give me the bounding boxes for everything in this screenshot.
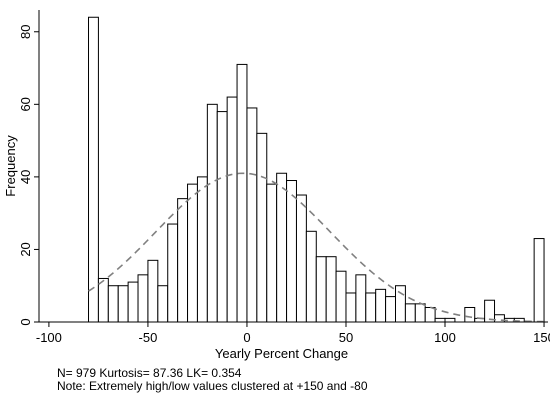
y-axis-title: Frequency (3, 135, 18, 197)
histogram-bar (246, 107, 258, 323)
y-tick-label: 60 (18, 97, 33, 111)
histogram-bar (325, 256, 337, 323)
y-tick-label: 40 (18, 170, 33, 184)
x-tick-label: -100 (36, 330, 62, 345)
histogram-bar (127, 281, 139, 323)
x-tick-label: 150 (533, 330, 550, 345)
histogram-bar (305, 230, 317, 323)
histogram-bar (444, 317, 456, 323)
histogram-bar (266, 183, 278, 323)
histogram-bar (404, 303, 416, 323)
histogram-bar (216, 111, 228, 323)
histogram-bar (157, 285, 169, 323)
histogram-bar (295, 194, 307, 323)
y-ticks: 0 20 40 60 80 (18, 25, 39, 326)
histogram-bar (464, 306, 476, 323)
outlier-note: Note: Extremely high/low values clustere… (57, 379, 368, 393)
axes-layer (38, 10, 548, 323)
histogram-bar (315, 256, 327, 323)
histogram-bar (286, 180, 297, 323)
histogram-bar (226, 96, 238, 323)
histogram-bar (88, 16, 99, 323)
histogram-bar (107, 285, 119, 323)
histogram-bar (117, 285, 129, 323)
histogram-bar (533, 238, 545, 323)
histogram-bar (414, 303, 426, 323)
histogram-bar (385, 296, 396, 323)
histogram-bar (196, 176, 208, 323)
histogram-bar (236, 63, 248, 323)
x-tick-label: -50 (139, 330, 158, 345)
x-tick-label: 0 (243, 330, 250, 345)
x-axis-title: Yearly Percent Change (215, 346, 348, 361)
histogram-bar (375, 288, 387, 323)
histogram-bar (187, 183, 198, 323)
histogram-bar (137, 274, 149, 323)
x-tick-label: 50 (339, 330, 353, 345)
histogram-bar (335, 270, 347, 323)
y-tick-label: 80 (18, 25, 33, 39)
histogram-bar (177, 198, 189, 323)
y-tick-label: 20 (18, 242, 33, 256)
bars-layer (88, 16, 545, 323)
y-tick-label: 0 (18, 318, 33, 325)
histogram-bar (365, 292, 377, 323)
histogram-bar (424, 306, 436, 323)
histogram-bar (394, 285, 406, 323)
histogram-bar (276, 172, 288, 323)
x-tick-label: 100 (434, 330, 456, 345)
histogram-bar (167, 223, 179, 323)
x-ticks: -100 -50 0 50 100 150 (36, 322, 550, 345)
histogram-bar (434, 317, 446, 323)
histogram-bar (355, 274, 367, 323)
histogram-bar (256, 132, 268, 323)
histogram-bar (345, 292, 357, 323)
normal-curve (88, 172, 545, 323)
histogram-bar (147, 259, 159, 323)
histogram-bar (97, 277, 109, 323)
stats-note: N= 979 Kurtosis= 87.36 LK= 0.354 (57, 366, 242, 380)
histogram-bar (206, 103, 218, 323)
